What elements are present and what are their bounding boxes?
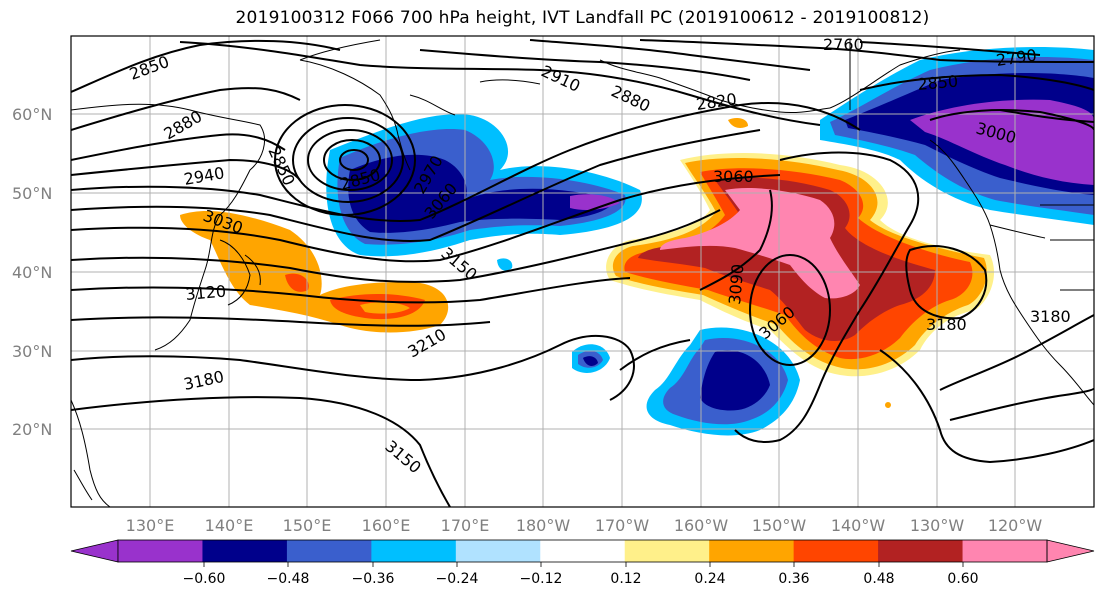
lon-label: 170°E [441, 516, 490, 535]
colorbar-segment [455, 540, 541, 562]
contour-label: 3090 [725, 263, 747, 305]
longitude-labels: 130°E 140°E 150°E 160°E 170°E 180°W 170°… [126, 516, 1043, 535]
lon-label: 140°W [831, 516, 886, 535]
colorbar-segment [709, 540, 795, 562]
colorbar-tick-label: −0.60 [183, 571, 226, 587]
colorbar-segment [962, 540, 1048, 562]
lon-label: 150°E [283, 516, 332, 535]
contour-label: 3180 [926, 315, 967, 334]
colorbar-tick-label: 0.12 [610, 571, 641, 587]
coastlines [71, 39, 1094, 507]
colorbar-segment [624, 540, 710, 562]
colorbar-extend-right [1046, 539, 1095, 563]
contour-label: 3120 [185, 282, 227, 304]
lon-label: 160°W [674, 516, 729, 535]
colorbar-segment [118, 540, 203, 562]
lon-label: 120°W [988, 516, 1043, 535]
lon-label: 150°W [752, 516, 807, 535]
colorbar-tick-label: −0.48 [267, 571, 310, 587]
lat-label: 40°N [12, 263, 52, 282]
colorbar-tick-label: −0.12 [520, 571, 563, 587]
lat-label: 50°N [12, 184, 52, 203]
lon-label: 160°E [362, 516, 411, 535]
colorbar-segment [371, 540, 457, 562]
height-contours [71, 39, 1094, 507]
lon-label: 130°W [910, 516, 965, 535]
colorbar-tick-label: 0.48 [863, 571, 894, 587]
colorbar-tick-label: 0.36 [778, 571, 809, 587]
contour-label: 2760 [823, 35, 864, 54]
colorbar-segment [793, 540, 879, 562]
lat-label: 60°N [12, 105, 52, 124]
contour-label: 2850 [917, 72, 959, 94]
colorbar: −0.60 −0.48 −0.36 −0.24 −0.12 0.12 0.24 0.36 0.4… [70, 539, 1095, 587]
lon-label: 170°W [595, 516, 650, 535]
colorbar-tick-label: 0.24 [694, 571, 725, 587]
lat-label: 30°N [12, 342, 52, 361]
colorbar-extend-left [70, 539, 119, 563]
latitude-labels: 60°N 50°N 40°N 30°N 20°N [12, 105, 52, 439]
colorbar-tick-label: 0.60 [947, 571, 978, 587]
lat-label: 20°N [12, 420, 52, 439]
contour-label: 3060 [713, 167, 754, 186]
colorbar-tick-label: −0.36 [352, 571, 395, 587]
colorbar-outline [117, 539, 1048, 563]
lon-label: 140°E [205, 516, 254, 535]
map-frame [70, 35, 1095, 508]
lon-label: 180°W [516, 516, 571, 535]
contour-label: 3180 [1030, 307, 1071, 326]
colorbar-segment [878, 540, 964, 562]
map-title: 2019100312 F066 700 hPa height, IVT Land… [235, 8, 930, 28]
colorbar-segment [540, 540, 626, 562]
colorbar-tick-label: −0.24 [436, 571, 479, 587]
colorbar-segment [202, 540, 288, 562]
colorbar-segment [286, 540, 372, 562]
lon-label: 130°E [126, 516, 175, 535]
